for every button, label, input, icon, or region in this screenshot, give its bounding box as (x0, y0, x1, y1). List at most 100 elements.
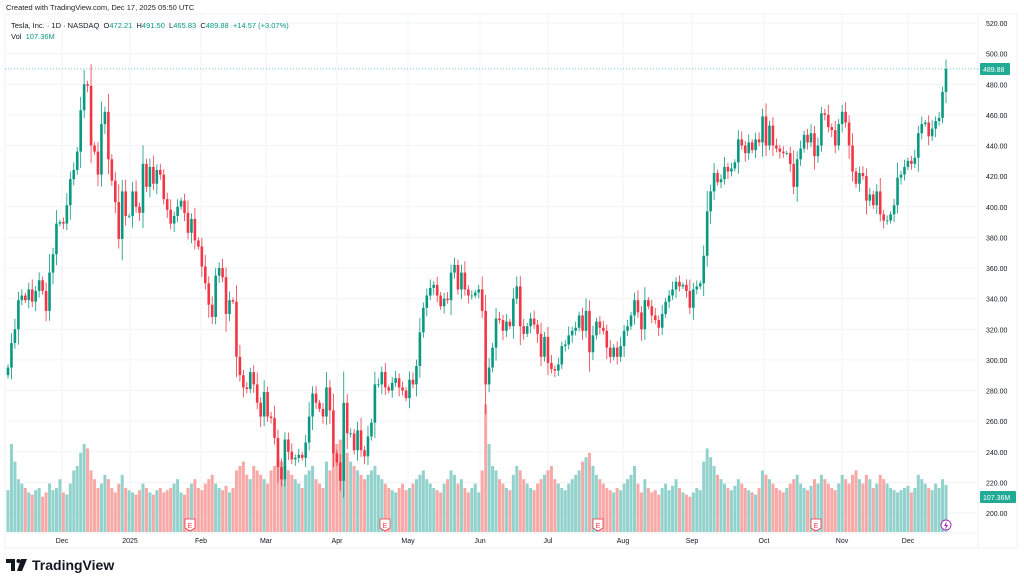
candle-body (702, 255, 706, 284)
candle-body (311, 393, 314, 417)
candle-body (442, 298, 446, 307)
volume-bar (318, 483, 322, 532)
candle-body (72, 170, 76, 180)
candle-body (245, 387, 249, 389)
volume-bar (373, 466, 377, 532)
volume-bar (923, 483, 927, 532)
volume-bar (615, 488, 619, 532)
volume-bar (639, 492, 643, 532)
volume-label: Vol (11, 32, 22, 41)
time-tick-label: Nov (836, 538, 849, 545)
candle-body (134, 191, 138, 207)
volume-bar (331, 452, 335, 532)
candle-body (615, 347, 619, 357)
candle-body (58, 222, 62, 224)
candle-body (698, 283, 702, 287)
earnings-marker-label: E (596, 523, 601, 530)
candle-body (730, 168, 733, 172)
volume-bar (830, 488, 834, 532)
lightning-icon-glyph (944, 521, 948, 530)
volume-bar (321, 488, 325, 532)
volume-bar (96, 488, 100, 532)
candle-body (62, 222, 65, 224)
symbol-name: Tesla, Inc. · 1D · NASDAQ (11, 21, 100, 30)
volume-bar (878, 474, 882, 532)
candle-body (536, 324, 539, 334)
volume-bar (743, 488, 747, 532)
volume-bar (909, 492, 913, 532)
candle-body (671, 289, 674, 296)
volume-bar (767, 479, 771, 532)
tradingview-logo[interactable]: TradingView (6, 557, 114, 573)
candle-body (89, 85, 93, 146)
volume-bar (72, 470, 76, 532)
candle-body (882, 214, 885, 221)
volume-bar (189, 483, 193, 532)
candle-body (107, 111, 110, 160)
candle-body (709, 191, 712, 212)
candle-body (332, 410, 335, 454)
volume-bar (629, 474, 633, 532)
candle-body (764, 116, 768, 146)
volume-bar (349, 461, 353, 532)
volume-bar (89, 470, 93, 532)
candle-body (120, 191, 124, 239)
candle-body (190, 219, 193, 233)
volume-bar (300, 488, 304, 532)
candle-body (872, 194, 875, 206)
close-value: 489.88 (205, 21, 229, 30)
volume-bar (380, 479, 384, 532)
candle-body (103, 111, 107, 125)
candle-body (453, 264, 456, 273)
volume-bar (788, 483, 792, 532)
volume-bar (273, 466, 277, 532)
volume-bar (695, 488, 699, 532)
volume-bar (650, 492, 654, 532)
candle-body (383, 372, 387, 388)
volume-bar (428, 483, 432, 532)
volume-bar (432, 488, 436, 532)
candle-body (13, 329, 17, 344)
candle-body (546, 336, 550, 363)
volume-bar (515, 466, 519, 532)
candle-body (377, 384, 380, 386)
volume-bar (366, 474, 370, 532)
candle-body (923, 122, 927, 125)
volume-bar (750, 492, 754, 532)
volume-bar (608, 490, 612, 532)
price-tick-label: 520.00 (986, 21, 1008, 28)
candle-body (941, 91, 944, 118)
candle-body (401, 387, 404, 391)
volume-bar (906, 485, 910, 532)
volume-bar (238, 466, 242, 532)
candle-body (248, 372, 252, 389)
time-tick-label: Dec (56, 538, 69, 545)
volume-bar (404, 490, 408, 532)
candle-body (827, 114, 830, 128)
candle-body (276, 437, 280, 468)
volume-bar (781, 492, 785, 532)
candle-body (231, 300, 235, 302)
time-tick-label: Jul (544, 538, 553, 545)
candle-body (435, 284, 439, 296)
candle-body (342, 402, 346, 481)
volume-bar (425, 479, 429, 532)
volume-bar (747, 490, 751, 532)
candle-body (75, 151, 79, 170)
candle-body (373, 384, 377, 423)
candle-body (6, 367, 10, 376)
candle-body (480, 289, 484, 311)
volume-bar (51, 490, 55, 532)
candle-body (705, 211, 709, 256)
candle-body (138, 206, 141, 213)
volume-bar (792, 479, 796, 532)
volume-bar (120, 474, 124, 532)
candle-body (868, 194, 872, 201)
candle-body (802, 134, 806, 149)
candle-body (359, 430, 363, 451)
candle-body (290, 451, 294, 460)
candle-body (833, 130, 837, 146)
tradingview-logo-text: TradingView (32, 557, 115, 573)
price-tick-label: 280.00 (986, 389, 1008, 396)
